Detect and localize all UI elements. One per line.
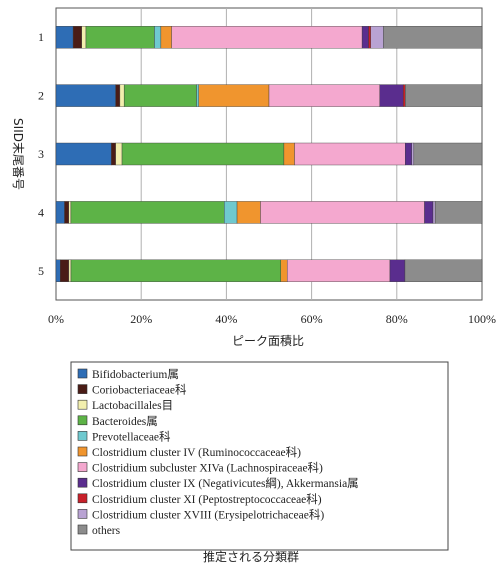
- bar-segment: [70, 201, 225, 224]
- bar-segment: [60, 259, 70, 282]
- bar-segment: [432, 201, 436, 224]
- legend-entry: Clostridium cluster XI (Peptostreptococc…: [92, 492, 322, 506]
- bar-segment: [64, 201, 69, 224]
- y-tick-label: 5: [38, 264, 44, 278]
- legend-swatch: [77, 509, 88, 519]
- legend-swatch: [77, 524, 88, 535]
- x-tick-label: 80%: [386, 312, 408, 326]
- bar-segment: [224, 201, 238, 224]
- bar-segment: [160, 26, 172, 49]
- y-tick-label: 2: [38, 89, 44, 103]
- bar-segment: [389, 259, 406, 282]
- bar-segment: [405, 84, 483, 107]
- bar-segment: [413, 142, 483, 166]
- legend-entry: Clostridium cluster XVIII (Erysipelotric…: [92, 507, 324, 521]
- bar-segment: [115, 84, 121, 107]
- bar-segment: [198, 84, 270, 107]
- legend-entry: Lactobacillales目: [92, 400, 173, 412]
- legend-swatch: [77, 462, 88, 472]
- legend-entry: Coriobacteriaceae科: [92, 383, 187, 397]
- bar-segment: [55, 26, 74, 49]
- bar-segment: [68, 201, 72, 224]
- y-tick-label: 1: [38, 30, 44, 44]
- bar-segment: [81, 26, 87, 49]
- x-tick-label: 0%: [48, 312, 64, 326]
- bar-segment: [121, 142, 285, 166]
- bar-segment: [55, 259, 61, 282]
- legend-swatch: [77, 431, 88, 441]
- x-tick-label: 40%: [215, 312, 237, 326]
- bar-segment: [55, 84, 116, 107]
- y-tick-label: 3: [38, 147, 44, 161]
- bar-segment: [154, 26, 162, 49]
- x-axis-title: ピーク面積比: [232, 333, 304, 348]
- bar-segment: [70, 259, 281, 282]
- bar-segment: [370, 26, 384, 49]
- bar-segment: [111, 142, 116, 166]
- bar-segment: [55, 142, 112, 166]
- legend-swatch: [77, 415, 88, 426]
- bar-segment: [405, 142, 412, 166]
- legend-swatch: [77, 493, 88, 504]
- legend-box: [70, 361, 449, 551]
- legend-swatch: [77, 477, 88, 488]
- bar-segment: [196, 84, 199, 107]
- bar-segment: [119, 84, 125, 107]
- caption: 推定される分類群: [203, 549, 299, 564]
- bar-segment: [260, 201, 425, 224]
- legend-swatch: [77, 368, 88, 379]
- bar-segment: [411, 142, 415, 166]
- y-tick-label: 4: [38, 205, 44, 219]
- bar-segment: [368, 26, 371, 49]
- bar-segment: [123, 84, 197, 107]
- x-tick-labels: 0% 20% 40% 60% 80% 100%: [48, 312, 496, 326]
- bar-segment: [379, 84, 404, 107]
- bar-segment: [361, 26, 369, 49]
- bar-segment: [402, 84, 406, 107]
- bars: [55, 26, 483, 282]
- legend-entry: Bifidobacterium属: [92, 368, 179, 381]
- bar-segment: [424, 201, 434, 224]
- legend-entry: Clostridium cluster IV (Ruminococcaceae科…: [92, 445, 301, 459]
- legend-swatch: [77, 446, 88, 457]
- legend-entry: Clostridium cluster IX (Negativicutes綱),…: [92, 476, 359, 490]
- legend-entry: others: [92, 525, 121, 537]
- x-tick-label: 20%: [130, 312, 152, 326]
- y-tick-labels: 1 2 3 4 5: [38, 30, 44, 278]
- bar-segment: [283, 142, 295, 166]
- bar-segment: [280, 259, 288, 282]
- bar-segment: [286, 259, 391, 282]
- legend-entry: Bacteroides属: [92, 415, 158, 428]
- bar-segment: [68, 259, 72, 282]
- legend-swatch: [77, 399, 88, 410]
- x-tick-label: 100%: [468, 312, 496, 326]
- bar-segment: [85, 26, 155, 49]
- bar-segment: [294, 142, 406, 166]
- legend-swatch: [77, 384, 88, 394]
- bar-segment: [383, 26, 483, 49]
- legend-entry: Clostridium subcluster XIVa (Lachnospira…: [92, 461, 323, 475]
- bar-segment: [434, 201, 483, 224]
- bar-segment: [404, 259, 483, 282]
- y-axis-title: SIID末尾番号: [11, 118, 25, 190]
- bar-segment: [236, 201, 261, 224]
- legend-entry: Prevotellaceae科: [92, 429, 171, 443]
- bar-segment: [268, 84, 380, 107]
- bar-segment: [55, 201, 65, 224]
- legend: Bifidobacterium属 Coriobacteriaceae科 Lactob…: [77, 368, 359, 537]
- bar-segment: [171, 26, 363, 49]
- x-tick-label: 60%: [301, 312, 323, 326]
- bar-segment: [72, 26, 82, 49]
- bar-segment: [115, 142, 123, 166]
